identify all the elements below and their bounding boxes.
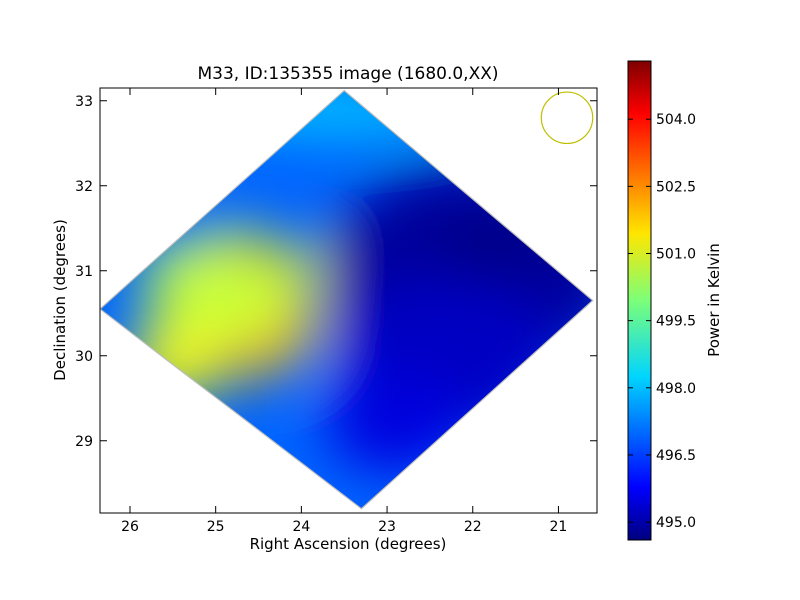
x-tick-label: 24 <box>292 519 310 535</box>
x-tick-label: 22 <box>464 519 482 535</box>
beam-circle <box>540 91 594 145</box>
y-tick-label: 30 <box>75 349 93 365</box>
heat-blob-left-dip <box>167 226 212 247</box>
x-axis-label: Right Ascension (degrees) <box>250 535 447 553</box>
x-tick-label: 25 <box>207 519 225 535</box>
colorbar-tick-label: 495.0 <box>656 515 696 531</box>
colorbar-tick-label: 496.5 <box>656 448 696 464</box>
y-tick-label: 29 <box>75 434 93 450</box>
x-axis: 26 25 24 23 22 21 <box>121 88 567 535</box>
colorbar-tick-label: 499.5 <box>656 314 696 330</box>
heat-blob-cold-bottom <box>325 373 466 474</box>
y-tick-label: 32 <box>75 179 93 195</box>
y-axis: 29 30 31 32 33 <box>75 94 597 450</box>
plot-frame <box>99 87 598 514</box>
colorbar-tick-label: 504.0 <box>656 112 696 128</box>
colorbar <box>627 60 652 541</box>
x-tick-label: 26 <box>121 519 139 535</box>
heatmap-layer <box>100 90 593 509</box>
colorbar-tick-label: 498.0 <box>656 381 696 397</box>
y-axis-label: Declination (degrees) <box>51 219 69 381</box>
heat-blob-top-rim <box>215 90 456 130</box>
heat-blob-mid-knot <box>289 248 330 277</box>
colorbar-tick-label: 502.5 <box>656 179 696 195</box>
y-tick-label: 31 <box>75 264 93 280</box>
y-tick-label: 33 <box>75 94 93 110</box>
colorbar-label: Power in Kelvin <box>705 243 723 357</box>
colorbar-axis: 495.0 496.5 498.0 499.5 501.0 502.5 504.0 <box>628 112 696 531</box>
chart-title: M33, ID:135355 image (1680.0,XX) <box>197 64 498 84</box>
x-tick-label: 23 <box>378 519 396 535</box>
footprint-edge <box>99 89 594 510</box>
colorbar-tick-label: 501.0 <box>656 246 696 262</box>
heat-blob-upper-knot <box>242 237 275 262</box>
x-tick-label: 21 <box>550 519 568 535</box>
